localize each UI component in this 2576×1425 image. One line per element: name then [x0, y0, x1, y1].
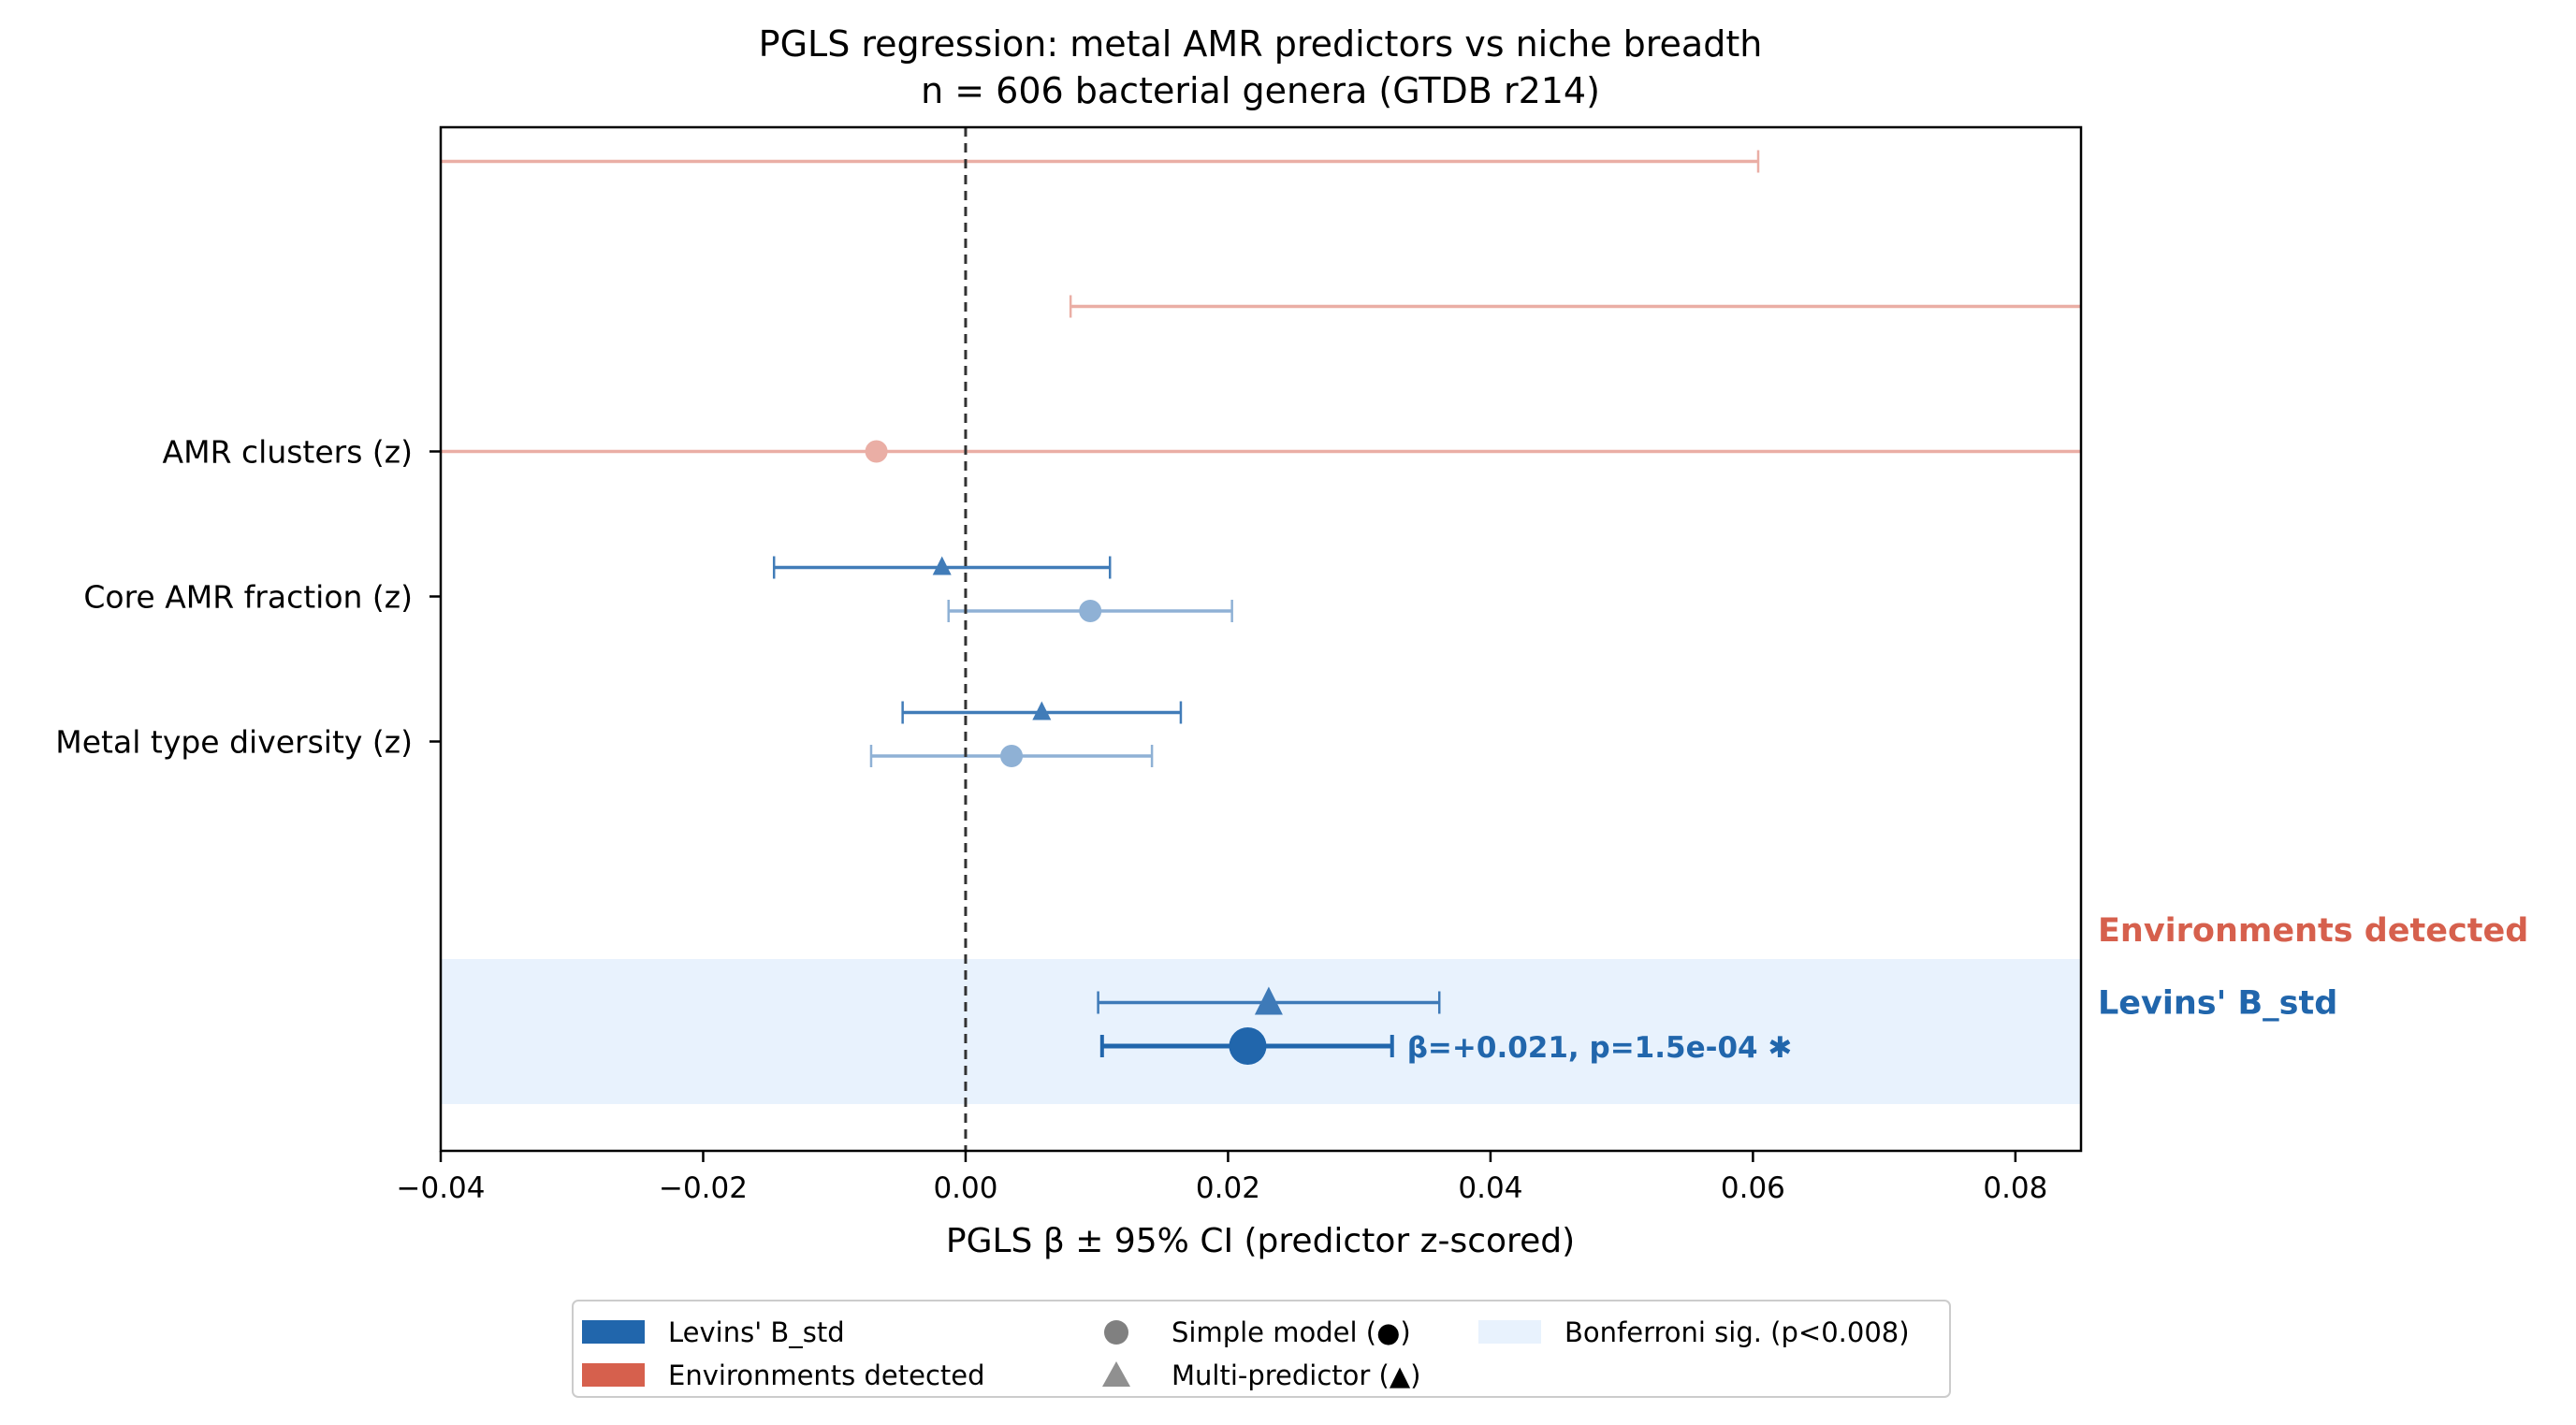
x-tick-label: 0.00	[933, 1171, 997, 1205]
estimate-simple	[947, 600, 1233, 622]
x-tick-label: −0.04	[397, 1171, 486, 1205]
legend-triangle-marker	[1102, 1361, 1130, 1387]
significance-annotation: β=+0.021, p=1.5e-04 ✱	[1407, 1031, 1793, 1065]
point-circle	[1000, 745, 1024, 767]
legend-frame	[572, 1300, 1951, 1398]
x-axis-label: PGLS β ± 95% CI (predictor z-scored)	[946, 1222, 1575, 1260]
x-tick-label: −0.02	[659, 1171, 748, 1205]
point-circle	[865, 440, 888, 463]
legend-label: Environments detected	[668, 1360, 985, 1391]
estimate-simple	[1099, 1027, 1394, 1065]
x-tick-label: 0.02	[1196, 1171, 1260, 1205]
point-triangle	[1032, 701, 1052, 720]
legend-swatch	[582, 1363, 645, 1387]
y-tick-label: Metal type diversity (z)	[55, 724, 413, 761]
y-axis: AMR clusters (z) Core AMR fraction (z) Met…	[55, 434, 441, 761]
chart-subtitle: n = 606 bacterial genera (GTDB r214)	[921, 70, 1600, 111]
legend-label: Multi-predictor (▲)	[1172, 1360, 1420, 1391]
x-tick-label: 0.08	[1983, 1171, 2047, 1205]
legend-swatch	[582, 1320, 645, 1344]
outcome-label: Levins' B_std	[2098, 985, 2337, 1023]
legend-label: Bonferroni sig. (p<0.008)	[1565, 1316, 1910, 1348]
estimate-multi	[1097, 986, 1441, 1015]
legend-swatch	[1478, 1320, 1541, 1344]
legend-circle-marker	[1104, 1320, 1128, 1345]
point-triangle	[932, 556, 952, 575]
estimate-simple	[869, 745, 1154, 767]
estimate-simple	[441, 440, 2081, 463]
annotations-layer: β=+0.021, p=1.5e-04 ✱	[1407, 1031, 1793, 1065]
estimate-multi	[901, 701, 1183, 724]
x-axis: −0.04 −0.02 0.00 0.02 0.04 0.06 0.08	[397, 1151, 2047, 1205]
x-tick-label: 0.06	[1721, 1171, 1785, 1205]
point-circle	[1079, 600, 1102, 622]
chart-title: PGLS regression: metal AMR predictors vs…	[759, 23, 1763, 65]
legend: Levins' B_std Environments detected Simple…	[572, 1300, 1951, 1398]
significance-band	[441, 959, 2081, 1104]
estimate-multi	[772, 556, 1112, 579]
right-labels: Environments detected Levins' B_std	[2098, 912, 2528, 1023]
point-circle	[1229, 1027, 1267, 1065]
estimate-multi	[441, 150, 1760, 173]
point-triangle	[1254, 986, 1283, 1015]
legend-label: Levins' B_std	[668, 1316, 845, 1348]
y-tick-label: Core AMR fraction (z)	[83, 579, 413, 616]
outcome-label: Environments detected	[2098, 912, 2528, 950]
x-tick-label: 0.04	[1458, 1171, 1522, 1205]
estimate-multi	[1069, 295, 2081, 318]
plot-frame	[439, 125, 2083, 1153]
y-tick-label: AMR clusters (z)	[163, 434, 413, 471]
legend-label: Simple model (●)	[1172, 1316, 1411, 1348]
marks-layer	[441, 150, 2081, 1065]
